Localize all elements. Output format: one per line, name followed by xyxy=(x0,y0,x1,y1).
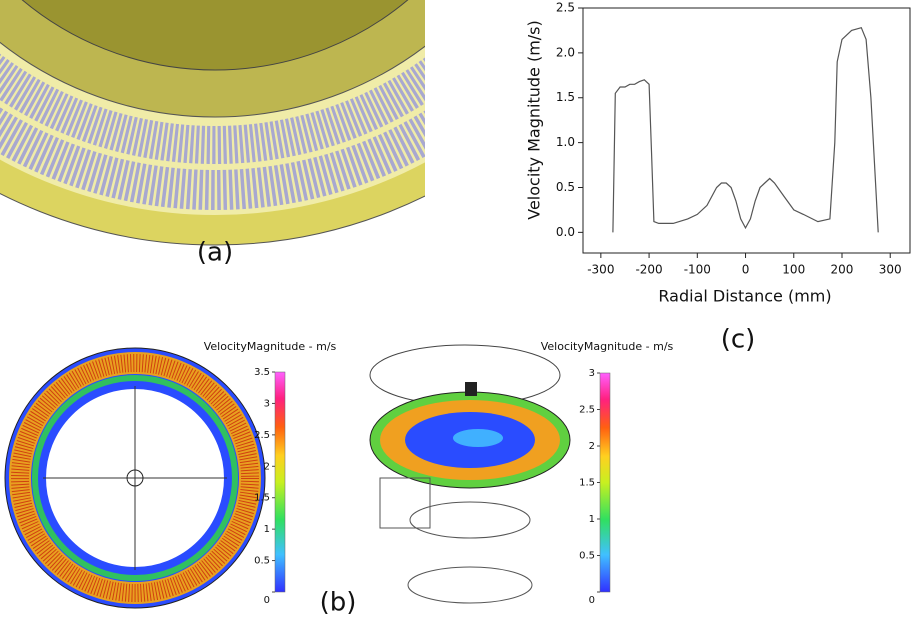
x-tick-label: 300 xyxy=(879,263,902,277)
colorbar-tick-label: 2.5 xyxy=(579,405,595,416)
x-axis-label: Radial Distance (mm) xyxy=(658,287,831,306)
colorbar xyxy=(274,371,286,593)
colorbar-tick-label: 1.5 xyxy=(579,478,595,489)
colorbar-tick-label: 3 xyxy=(589,368,595,379)
colorbar-tick-label: 1 xyxy=(589,514,595,525)
colorbar-tick-label: 0.5 xyxy=(254,556,270,567)
colorbar xyxy=(599,372,611,593)
y-tick-label: 0.0 xyxy=(556,225,575,239)
y-tick-label: 2.0 xyxy=(556,45,575,59)
y-axis-label: Velocity Magnitude (m/s) xyxy=(525,20,544,220)
colorbar-tick-label: 0 xyxy=(264,595,270,606)
x-tick-label: -200 xyxy=(635,263,662,277)
panel-label: (a) xyxy=(197,238,233,268)
x-tick-label: 100 xyxy=(782,263,805,277)
colorbar-tick-label: 1.5 xyxy=(254,493,270,504)
plot-frame xyxy=(582,7,911,254)
colorbar-title: VelocityMagnitude - m/s xyxy=(204,340,337,353)
data-line xyxy=(612,26,879,233)
x-tick-label: -300 xyxy=(587,263,614,277)
x-tick-label: 200 xyxy=(831,263,854,277)
y-tick-label: 1.5 xyxy=(556,90,575,104)
colorbar-tick-label: 0 xyxy=(589,595,595,606)
y-tick-label: 2.5 xyxy=(556,1,575,15)
colorbar-tick-label: 2.5 xyxy=(254,430,270,441)
x-tick-label: -100 xyxy=(684,263,711,277)
mesh-image xyxy=(0,0,425,258)
colorbar-tick-label: 1 xyxy=(264,524,270,535)
panel-label: (b) xyxy=(320,588,357,618)
colorbar-tick-label: 2 xyxy=(264,461,270,472)
colorbar-tick-label: 3 xyxy=(264,398,270,409)
panel-label: (c) xyxy=(721,325,756,355)
colorbar-tick-label: 3.5 xyxy=(254,367,270,378)
x-tick-label: 0 xyxy=(742,263,750,277)
y-tick-label: 1.0 xyxy=(556,135,575,149)
colorbar-tick-label: 0.5 xyxy=(579,551,595,562)
y-tick-label: 0.5 xyxy=(556,180,575,194)
contour-image xyxy=(4,344,571,609)
colorbar-title: VelocityMagnitude - m/s xyxy=(541,340,674,353)
colorbar-tick-label: 2 xyxy=(589,441,595,452)
